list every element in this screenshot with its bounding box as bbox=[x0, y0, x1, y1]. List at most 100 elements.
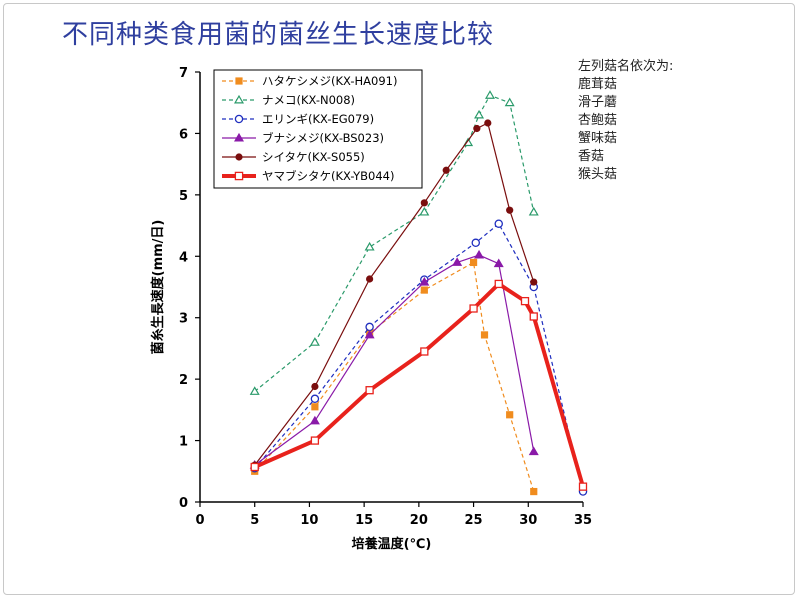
y-tick-label: 7 bbox=[179, 66, 188, 81]
note-item: 滑子蘑 bbox=[578, 95, 618, 110]
data-point-marker bbox=[442, 166, 450, 174]
legend-label: ブナシメジ(KX-BS023) bbox=[262, 131, 384, 145]
data-point-marker bbox=[309, 337, 320, 346]
data-point-marker bbox=[364, 329, 375, 339]
x-tick-label: 10 bbox=[300, 513, 318, 528]
data-point-marker bbox=[419, 206, 430, 216]
data-point-marker bbox=[233, 132, 245, 142]
legend-label: ハタケシメジ(KX-HA091) bbox=[262, 74, 397, 88]
x-tick-label: 25 bbox=[465, 513, 483, 528]
data-point-marker bbox=[420, 199, 428, 207]
data-point-marker bbox=[364, 241, 375, 251]
data-point-marker bbox=[233, 94, 245, 104]
data-point-marker bbox=[311, 403, 319, 411]
legend-item: エリンギ(KX-EG079) bbox=[222, 112, 374, 126]
data-point-marker bbox=[249, 386, 260, 395]
data-point-marker bbox=[578, 482, 588, 491]
y-tick-label: 1 bbox=[179, 435, 188, 450]
x-tick-label: 15 bbox=[355, 513, 373, 528]
data-point-marker bbox=[529, 312, 538, 321]
data-point-marker bbox=[250, 462, 259, 472]
data-point-marker bbox=[480, 331, 489, 339]
y-tick-label: 0 bbox=[179, 496, 188, 511]
legend-item: シイタケ(KX-S055) bbox=[222, 150, 365, 164]
y-tick-label: 2 bbox=[179, 373, 188, 388]
data-point-marker bbox=[520, 296, 530, 306]
legend-item: ナメコ(KX-N008) bbox=[222, 93, 355, 107]
x-tick-label: 0 bbox=[195, 513, 204, 528]
data-point-marker bbox=[365, 322, 374, 332]
x-tick-label: 20 bbox=[410, 513, 428, 528]
data-point-marker bbox=[474, 109, 485, 119]
legend-label: シイタケ(KX-S055) bbox=[262, 150, 365, 164]
y-tick-label: 6 bbox=[179, 127, 188, 142]
data-point-marker bbox=[473, 124, 481, 133]
legend-item: ハタケシメジ(KX-HA091) bbox=[222, 74, 397, 88]
series-line bbox=[254, 261, 535, 492]
note-item: 香菇 bbox=[578, 149, 605, 164]
data-point-marker bbox=[310, 436, 320, 445]
data-point-marker bbox=[474, 249, 485, 259]
slide-frame bbox=[3, 3, 795, 595]
note-item: 蟹味菇 bbox=[578, 131, 618, 146]
note-item: 鹿茸菇 bbox=[578, 77, 618, 92]
data-point-marker bbox=[309, 415, 320, 425]
y-tick-label: 3 bbox=[179, 312, 188, 327]
data-point-marker bbox=[530, 278, 538, 286]
data-point-marker bbox=[235, 77, 243, 85]
x-tick-label: 30 bbox=[519, 513, 537, 528]
data-point-marker bbox=[494, 219, 503, 228]
data-point-marker bbox=[504, 97, 515, 107]
data-point-marker bbox=[493, 258, 504, 268]
data-point-marker bbox=[530, 487, 538, 496]
data-point-marker bbox=[234, 114, 244, 124]
series-1 bbox=[251, 258, 538, 496]
x-axis-title: 培養温度(℃) bbox=[352, 536, 432, 552]
legend-label: ナメコ(KX-N008) bbox=[262, 93, 355, 107]
legend-label: エリンギ(KX-EG079) bbox=[262, 112, 374, 126]
data-point-marker bbox=[494, 279, 503, 289]
mushroom-name-note: 左列菇名依次为: 鹿茸菇 滑子蘑 杏鲍菇 蟹味菇 香菇 猴头菇 bbox=[578, 58, 673, 184]
data-point-marker bbox=[310, 394, 320, 404]
data-point-marker bbox=[234, 171, 244, 181]
data-point-marker bbox=[419, 276, 430, 286]
data-point-marker bbox=[506, 206, 514, 214]
series-line bbox=[254, 254, 535, 466]
legend-item: ヤマブシタケ(KX-YB044) bbox=[222, 169, 394, 183]
series-6 bbox=[250, 279, 588, 491]
data-point-marker bbox=[420, 347, 429, 356]
data-point-marker bbox=[528, 206, 539, 216]
x-tick-label: 35 bbox=[574, 513, 592, 528]
y-axis-title: 菌糸生長速度(mm/日) bbox=[150, 220, 166, 355]
legend-box bbox=[213, 69, 423, 189]
slide-title: 不同种类食用菌的菌丝生长速度比较 bbox=[62, 20, 495, 50]
note-item: 杏鲍菇 bbox=[578, 113, 618, 128]
legend-label: ヤマブシタケ(KX-YB044) bbox=[262, 169, 394, 183]
legend-item: ブナシメジ(KX-BS023) bbox=[222, 131, 384, 145]
y-tick-label: 5 bbox=[179, 189, 188, 204]
data-point-marker bbox=[469, 304, 478, 313]
series-2 bbox=[249, 90, 539, 395]
data-point-marker bbox=[528, 446, 539, 456]
data-point-marker bbox=[469, 258, 478, 267]
chart-series bbox=[249, 90, 588, 496]
data-point-marker bbox=[365, 386, 374, 395]
data-point-marker bbox=[311, 382, 319, 391]
series-line bbox=[254, 94, 535, 392]
data-point-marker bbox=[235, 153, 243, 161]
series-line bbox=[254, 223, 584, 492]
data-point-marker bbox=[484, 90, 495, 99]
note-item: 猴头菇 bbox=[578, 167, 618, 182]
data-point-marker bbox=[452, 257, 463, 266]
data-point-marker bbox=[506, 411, 514, 419]
x-tick-label: 5 bbox=[250, 513, 259, 528]
chart-legend: ハタケシメジ(KX-HA091) ナメコ(KX-N008) エリンギ(KX-EG07… bbox=[213, 69, 423, 189]
data-point-marker bbox=[366, 275, 374, 283]
note-header: 左列菇名依次为: bbox=[578, 59, 674, 74]
data-point-marker bbox=[471, 238, 481, 248]
data-point-marker bbox=[484, 119, 492, 127]
y-tick-label: 4 bbox=[179, 250, 188, 265]
data-point-marker bbox=[420, 286, 428, 294]
chart-axes: 0 5 10 15 20 25 30 35 0 1 2 3 4 5 6 7 bbox=[179, 66, 592, 528]
